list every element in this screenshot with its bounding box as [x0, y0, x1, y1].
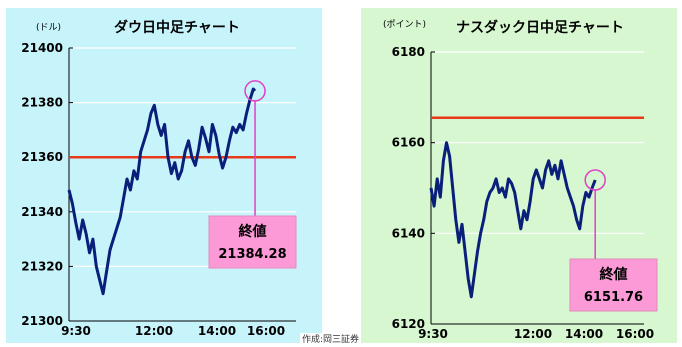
y-tick-label: 21400	[21, 41, 63, 55]
close-label: 終値	[600, 266, 628, 283]
chart-title: ナスダック日中足チャート	[456, 19, 624, 36]
y-tick-label: 6180	[392, 45, 425, 59]
close-callout-box	[208, 215, 297, 269]
y-tick-label: 21300	[21, 314, 63, 328]
x-tick-label: 14:00	[198, 324, 236, 338]
dow-intraday-chart: (ドル) ダウ日中足チャート 21300 21320 21340 21360 21380…	[21, 19, 297, 338]
y-unit-label: (ドル)	[36, 23, 61, 33]
nasdaq-intraday-chart-panel: (ポイント) ナスダック日中足チャート 6120 6140 6160 6180 9:30…	[361, 8, 677, 343]
x-tick-label: 16:00	[616, 327, 654, 341]
x-tick-label: 9:30	[61, 324, 91, 338]
close-label: 終値	[239, 223, 267, 240]
price-line	[67, 87, 257, 296]
close-highlight-circle	[244, 80, 266, 102]
y-tick-label: 21340	[21, 205, 63, 219]
dow-intraday-chart-panel: (ドル) ダウ日中足チャート 21300 21320 21340 21360 21380…	[6, 8, 322, 343]
y-tick-label: 6140	[392, 226, 425, 240]
y-tick-label: 6160	[392, 136, 425, 150]
y-unit-label: (ポイント)	[383, 19, 426, 30]
y-tick-label: 21380	[21, 96, 63, 110]
x-tick-label: 16:00	[247, 324, 285, 338]
close-value: 21384.28	[218, 247, 286, 262]
chart-title: ダウ日中足チャート	[114, 19, 240, 36]
x-tick-label: 14:00	[565, 327, 603, 341]
close-callout-box	[569, 258, 658, 312]
source-credit: 作成:岡三証券	[300, 333, 362, 347]
y-tick-label: 21360	[21, 150, 63, 164]
y-tick-label: 6120	[392, 317, 425, 331]
nasdaq-intraday-chart: (ポイント) ナスダック日中足チャート 6120 6140 6160 6180 9:30…	[383, 19, 658, 341]
price-line	[429, 141, 597, 299]
x-tick-label: 12:00	[135, 324, 173, 338]
x-tick-label: 9:30	[418, 327, 448, 341]
x-tick-label: 12:00	[514, 327, 552, 341]
y-tick-label: 21320	[21, 259, 63, 273]
close-value: 6151.76	[584, 290, 643, 305]
